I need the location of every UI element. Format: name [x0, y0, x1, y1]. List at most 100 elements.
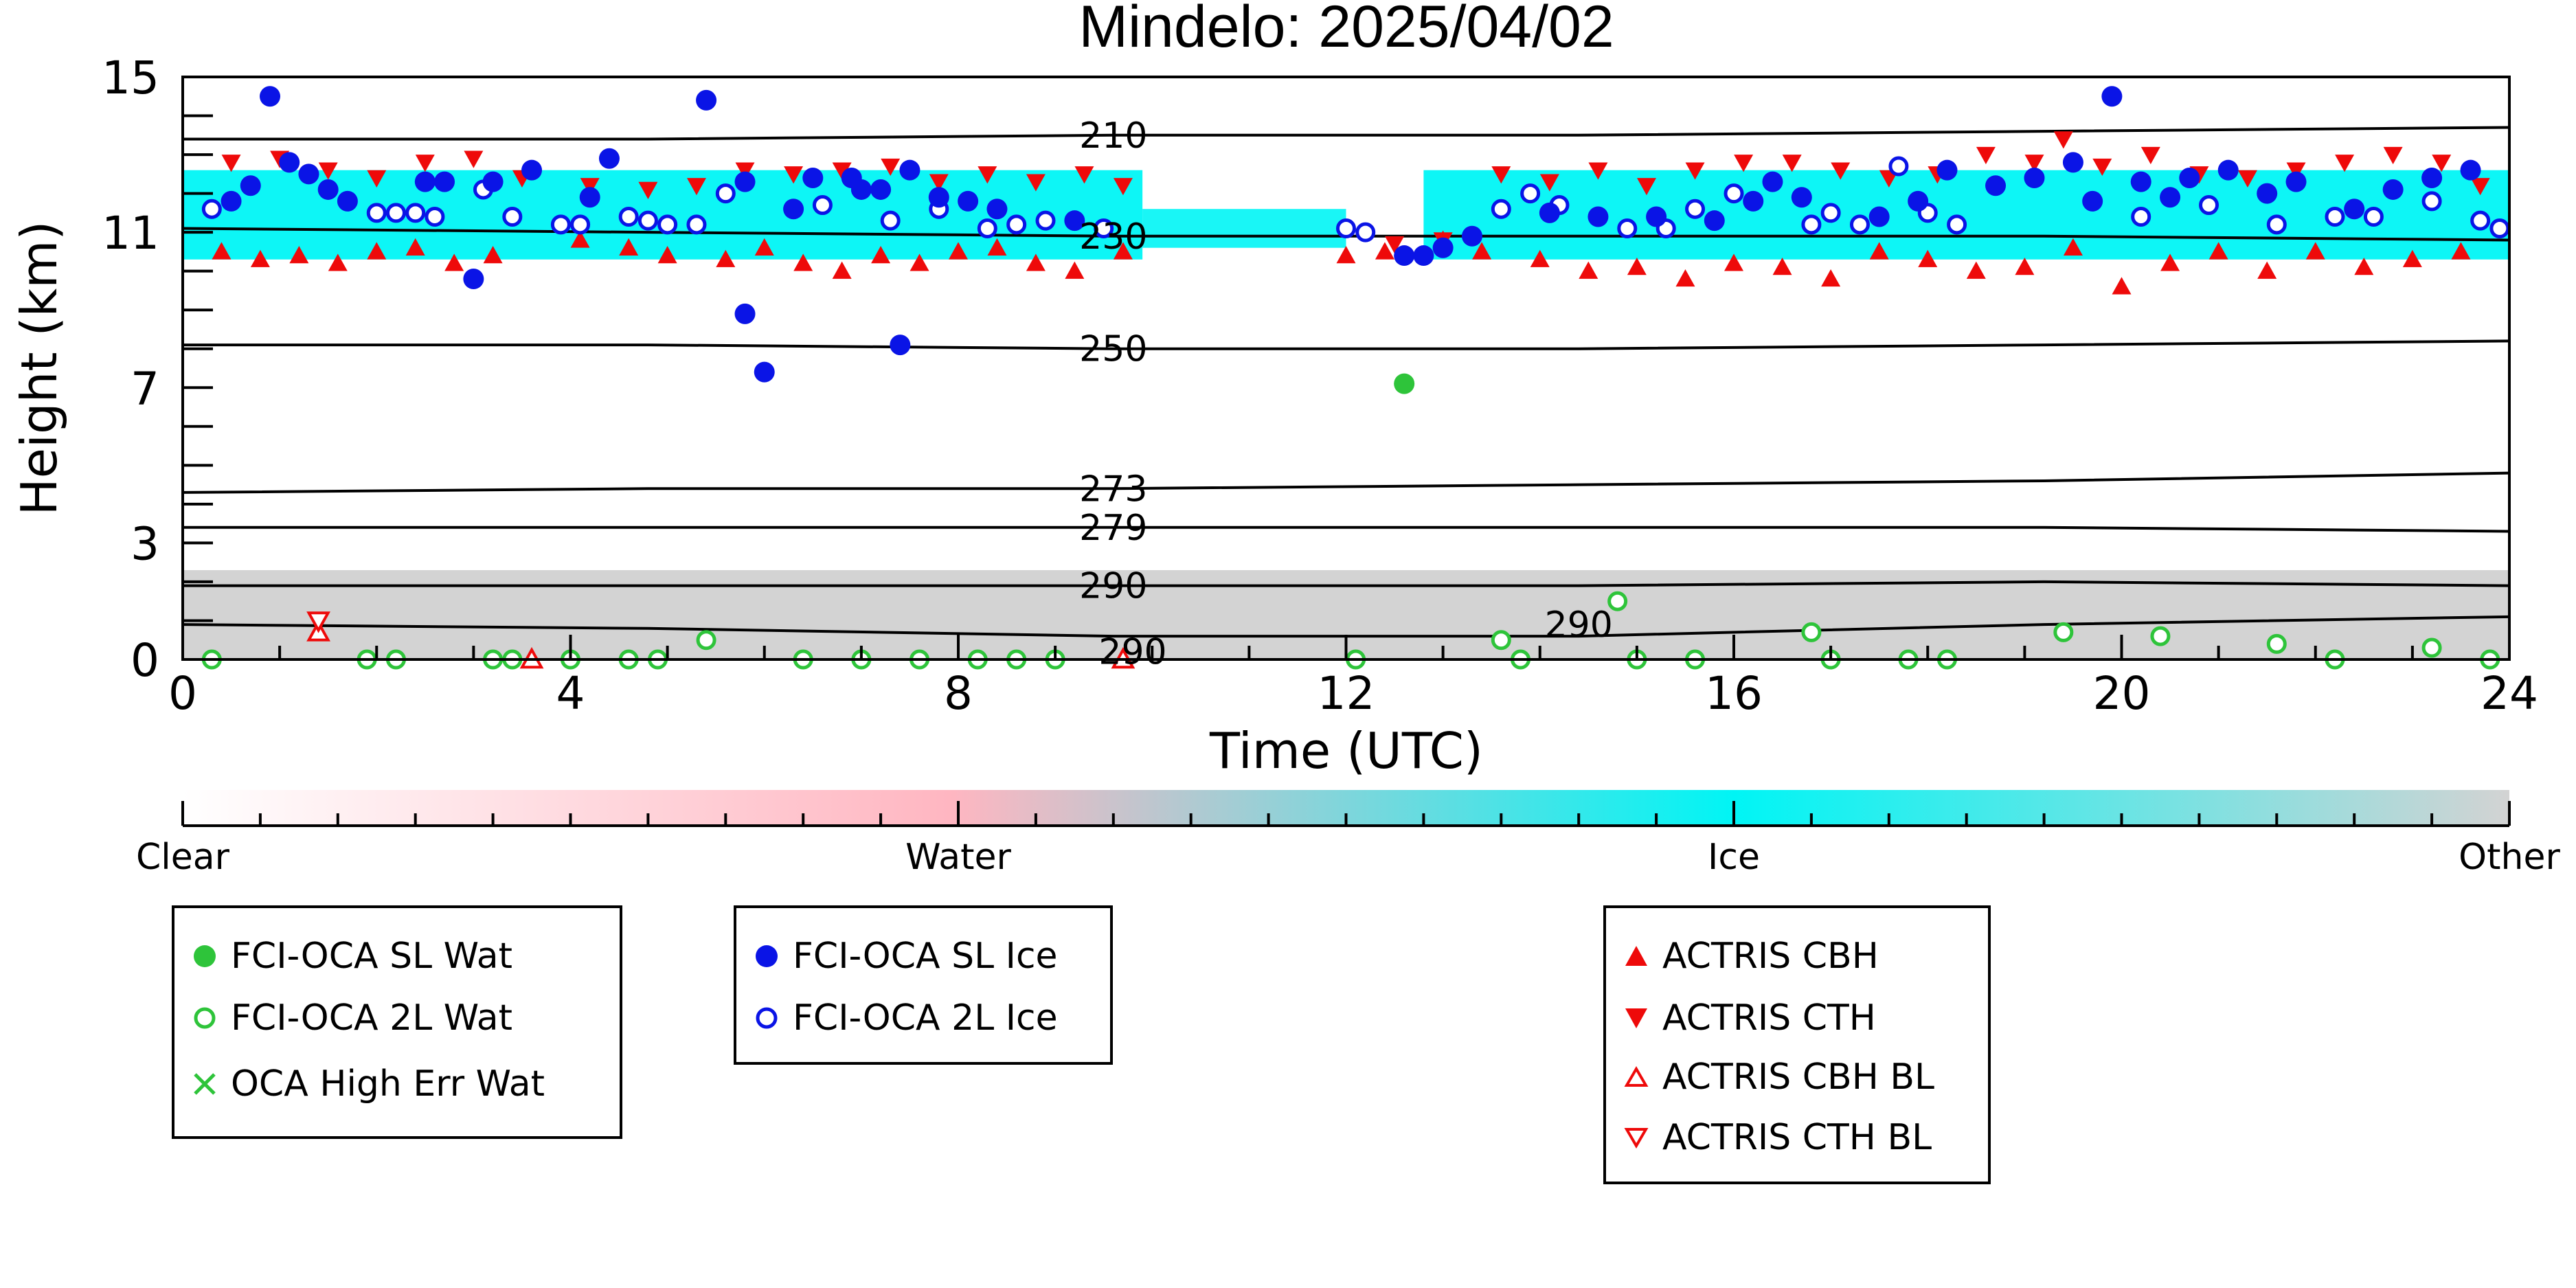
fci-oca-2l-ice-point: [1888, 156, 1909, 177]
legend-item-sl-wat: FCI-OCA SL Wat: [191, 936, 512, 977]
fci-oca-2l-ice-point: [366, 203, 387, 223]
fci-oca-2l-ice-point: [550, 214, 571, 235]
y-tick-label: 11: [102, 207, 159, 260]
fci-oca-2l-ice-point: [1336, 218, 1356, 238]
actris-cth-point: [929, 174, 949, 192]
open-circle-marker-icon: [194, 1007, 216, 1029]
x-tick-label: 12: [1318, 667, 1375, 720]
x-tick-label: 0: [168, 667, 197, 720]
isotherm-line: [183, 126, 2509, 141]
fci-oca-sl-ice-point: [1588, 206, 1609, 227]
fci-oca-sl-ice-point: [802, 167, 824, 188]
legend-label: FCI-OCA 2L Ice: [793, 997, 1058, 1039]
actris-cbh-point: [328, 253, 348, 271]
fci-oca-2l-ice-point: [2199, 195, 2219, 216]
fci-oca-2l-ice-point: [1849, 214, 1870, 235]
fci-oca-2l-ice-point: [2325, 207, 2345, 227]
legend-item-high-err-wat: OCA High Err Wat: [191, 1063, 545, 1105]
actris-cth-point: [221, 155, 241, 172]
fci-oca-2l-wat-point: [1491, 630, 1511, 651]
fci-oca-sl-ice-point: [579, 187, 600, 208]
fci-oca-2l-ice-point: [1355, 222, 1376, 242]
actris-cbh-point: [2305, 242, 2325, 260]
legend-ice: FCI-OCA SL Ice FCI-OCA 2L Ice: [734, 905, 1113, 1065]
legend-label: ACTRIS CBH BL: [1662, 1057, 1934, 1098]
legend-label: ACTRIS CBH: [1662, 936, 1879, 977]
colorbar-label-water: Water: [905, 837, 1011, 878]
actris-cbh-point: [909, 253, 929, 271]
isotherm-label: 210: [1079, 115, 1147, 157]
filled-circle-marker-icon: [194, 945, 216, 967]
fci-oca-sl-ice-point: [279, 152, 300, 173]
actris-cbh-point: [1821, 269, 1841, 287]
fci-oca-2l-ice-point: [715, 183, 736, 204]
actris-cbh-point: [1375, 242, 1394, 260]
fci-oca-2l-wat-point: [2421, 637, 2442, 658]
legend-label: OCA High Err Wat: [231, 1063, 545, 1105]
actris-cbh-point: [1530, 249, 1550, 267]
actris-cth-point: [318, 162, 338, 180]
actris-cth-point: [638, 181, 658, 199]
actris-cbh-point: [949, 242, 968, 260]
fci-oca-2l-ice-point: [618, 207, 639, 227]
x-tick-label: 8: [944, 667, 973, 720]
open-triangle-up-marker-icon: [1624, 1066, 1649, 1087]
fci-oca-2l-wat-point: [1801, 622, 1822, 642]
fci-oca-sl-ice-point: [598, 148, 620, 169]
colorbar-label-clear: Clear: [136, 837, 229, 878]
fci-oca-2l-ice-point: [1724, 183, 1744, 204]
actris-cbh-point: [250, 249, 270, 267]
fci-oca-sl-ice-point: [2285, 171, 2307, 192]
fci-oca-sl-ice-point: [2160, 187, 2181, 208]
fci-oca-sl-ice-point: [899, 159, 920, 181]
fci-oca-2l-ice-point: [570, 214, 591, 235]
fci-oca-2l-ice-point: [201, 199, 222, 219]
fci-oca-2l-ice-point: [2421, 191, 2442, 212]
x-axis-label: Time (UTC): [1209, 722, 1483, 780]
actris-cth-point: [1074, 166, 1094, 184]
actris-cth-point: [1782, 155, 1802, 172]
fci-oca-sl-ice-point: [317, 179, 339, 200]
fci-oca-sl-ice-point: [2382, 179, 2404, 200]
actris-cbh-point: [2015, 258, 2035, 275]
isotherm-label: 230: [1079, 216, 1147, 258]
fci-oca-2l-ice-point: [2470, 210, 2491, 231]
fci-oca-2l-wat-point: [1607, 591, 1628, 611]
x-tick-label: 16: [1705, 667, 1763, 720]
actris-cbh-point: [1579, 261, 1598, 279]
fci-oca-sl-ice-point: [1432, 237, 1454, 258]
fci-oca-2l-ice-point: [1820, 203, 1841, 223]
fci-oca-sl-ice-point: [2179, 167, 2200, 188]
fci-oca-sl-ice-point: [221, 190, 242, 212]
actris-cth-point: [415, 155, 435, 172]
actris-cth-point: [2432, 155, 2452, 172]
actris-cth-point: [2092, 158, 2112, 177]
actris-cth-point: [367, 170, 387, 188]
actris-cth-point: [735, 162, 755, 180]
legend-label: ACTRIS CTH BL: [1662, 1117, 1932, 1158]
colorbar-label-ice: Ice: [1708, 837, 1760, 878]
actris-cth-point: [1588, 162, 1608, 180]
fci-oca-2l-ice-point: [812, 195, 833, 216]
fci-oca-sl-ice-point: [2460, 159, 2481, 181]
fci-oca-sl-ice-point: [2082, 190, 2103, 212]
actris-cth-point: [784, 166, 804, 184]
fci-oca-2l-ice-point: [385, 203, 406, 223]
actris-cth-point: [2140, 146, 2160, 165]
fci-oca-sl-ice-point: [890, 335, 911, 356]
fci-oca-sl-ice-point: [850, 179, 872, 200]
actris-cth-point: [464, 150, 484, 168]
actris-cbh-point: [2402, 249, 2422, 267]
fci-oca-2l-ice-point: [2266, 214, 2287, 235]
legend-water: FCI-OCA SL Wat FCI-OCA 2L Wat OCA High E…: [172, 905, 622, 1139]
open-circle-marker-icon: [756, 1007, 778, 1029]
legend-item-cth-bl: ACTRIS CTH BL: [1623, 1117, 1932, 1158]
ice-cloud-band: [183, 170, 1143, 260]
fci-oca-2l-ice-point: [2131, 207, 2151, 227]
fci-oca-sl-ice-point: [734, 303, 756, 324]
legend-item-cbh: ACTRIS CBH: [1623, 936, 1879, 977]
legend-label: FCI-OCA 2L Wat: [231, 997, 513, 1039]
fci-oca-sl-ice-point: [414, 171, 436, 192]
actris-cbh-point: [1772, 258, 1792, 275]
